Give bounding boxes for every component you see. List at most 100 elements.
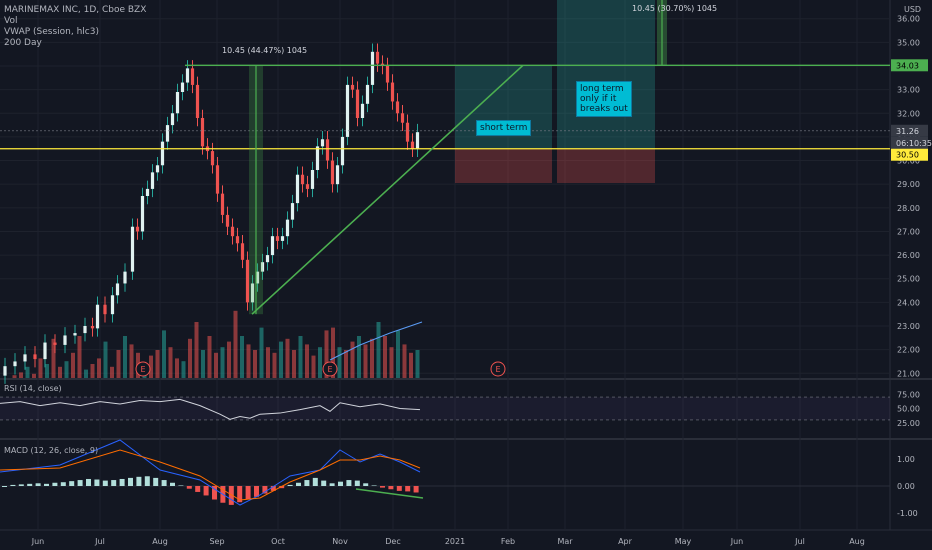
price-tick-label: 36.00 [897,15,920,24]
earnings-marker-label: E [327,365,332,374]
candle-body [200,118,205,147]
volume-bar [253,350,257,378]
rsi-line [0,398,421,420]
candle-body [370,51,375,85]
candle-body [265,255,270,263]
candle-body [63,335,67,345]
candle-body [115,283,120,296]
indicator-vol[interactable]: Vol [4,16,18,26]
stop-zone-long [557,148,655,183]
macd-hist-bar [380,486,385,488]
indicator-vwap[interactable]: VWAP (Session, hlc3) [4,27,99,37]
macd-hist-bar [52,482,58,486]
candle-body [73,333,77,336]
candle-body [170,113,175,126]
candle-body [160,141,165,166]
volume-bar [246,344,251,378]
candle-body [185,68,190,83]
candle-body [300,174,305,185]
macd-legend[interactable]: MACD (12, 26, close, 9) [4,446,99,455]
macd-hist-bar [354,480,360,486]
stop-zone-short [455,148,552,183]
volume-bar [51,338,56,378]
time-tick-label: Nov [332,537,348,546]
candle-body [103,304,107,315]
candle-body [320,139,325,147]
earnings-marker-icon [490,361,506,377]
candle-body [275,236,280,241]
symbol-label[interactable]: MARINEMAX INC, 1D, Cboe BZX [4,5,147,15]
candle-body [155,165,160,173]
candle-body [390,82,395,102]
price-tick-label: 21.00 [897,369,920,378]
macd-hist-bar [136,476,142,486]
macd-hist-bar [338,481,343,486]
macd-hist-bar [10,484,16,486]
volume-bar [324,330,329,378]
candle-body [410,141,415,149]
volume-bar [123,336,127,378]
volume-bar [357,336,361,378]
price-tick-label: 32.00 [897,109,920,118]
candle-body [140,196,145,232]
earnings-marker-label: E [140,365,145,374]
macd-hist-bar [60,482,66,486]
candle-body [315,146,320,170]
price-tick-label: 27.00 [897,227,920,236]
candle-body [225,214,230,227]
volume-bar [214,352,218,378]
candle-body [83,326,87,334]
macd-hist-bar [94,479,100,486]
candle-body [90,326,95,329]
time-tick-label: Dec [385,537,400,546]
candle-body [13,361,17,367]
volume-bar [409,352,413,378]
candle-body [415,132,420,149]
macd-hist-bar [371,485,377,486]
candle-body [360,103,365,118]
candle-body [250,283,255,303]
time-tick-label: Jul [794,537,805,546]
long-term-note[interactable]: long term only if it breaks out [576,81,632,117]
volume-bar [90,364,95,378]
macd-hist-bar [396,486,402,491]
measure-label-2[interactable]: 10.45 (30.70%) 1045 [632,4,718,13]
candle-body [285,219,290,237]
macd-hist-bar [279,486,285,489]
volume-bar [110,366,114,378]
candle-body [290,203,295,220]
volume-bar [318,347,322,378]
macd-hist-bar [69,481,75,486]
target-zone-short [455,65,552,149]
candle-body [43,342,47,360]
price-tick-label: 35.00 [897,38,920,47]
volume-bar [292,350,296,378]
candle-body [95,304,100,329]
resistance-price-label: 34.03 [896,61,919,70]
volume-bar [279,341,283,378]
volume-bar [45,364,49,378]
candle-body [395,101,400,114]
volume-bar [12,375,17,378]
macd-hist-bar [161,480,167,486]
short-term-note[interactable]: short term [476,120,532,136]
macd-hist-bar [321,480,327,486]
macd-hist-bar [35,483,41,486]
rsi-legend[interactable]: RSI (14, close) [4,384,62,393]
candle-body [350,84,355,90]
volume-bar [32,373,36,378]
candle-body [340,136,345,166]
measure-label-1[interactable]: 10.45 (44.47%) 1045 [222,46,308,55]
indicator-ma200[interactable]: 200 Day [4,38,42,48]
volume-bar [149,355,153,378]
macd-hist-bar [245,486,251,500]
currency-label: USD [904,5,921,14]
volume-bar [103,341,108,378]
volume-bar [19,372,23,378]
candle-body [165,125,170,142]
candle-body [110,295,115,315]
volume-bar [168,347,173,378]
candle-body [150,172,155,189]
price-tick-label: 29.00 [897,180,920,189]
